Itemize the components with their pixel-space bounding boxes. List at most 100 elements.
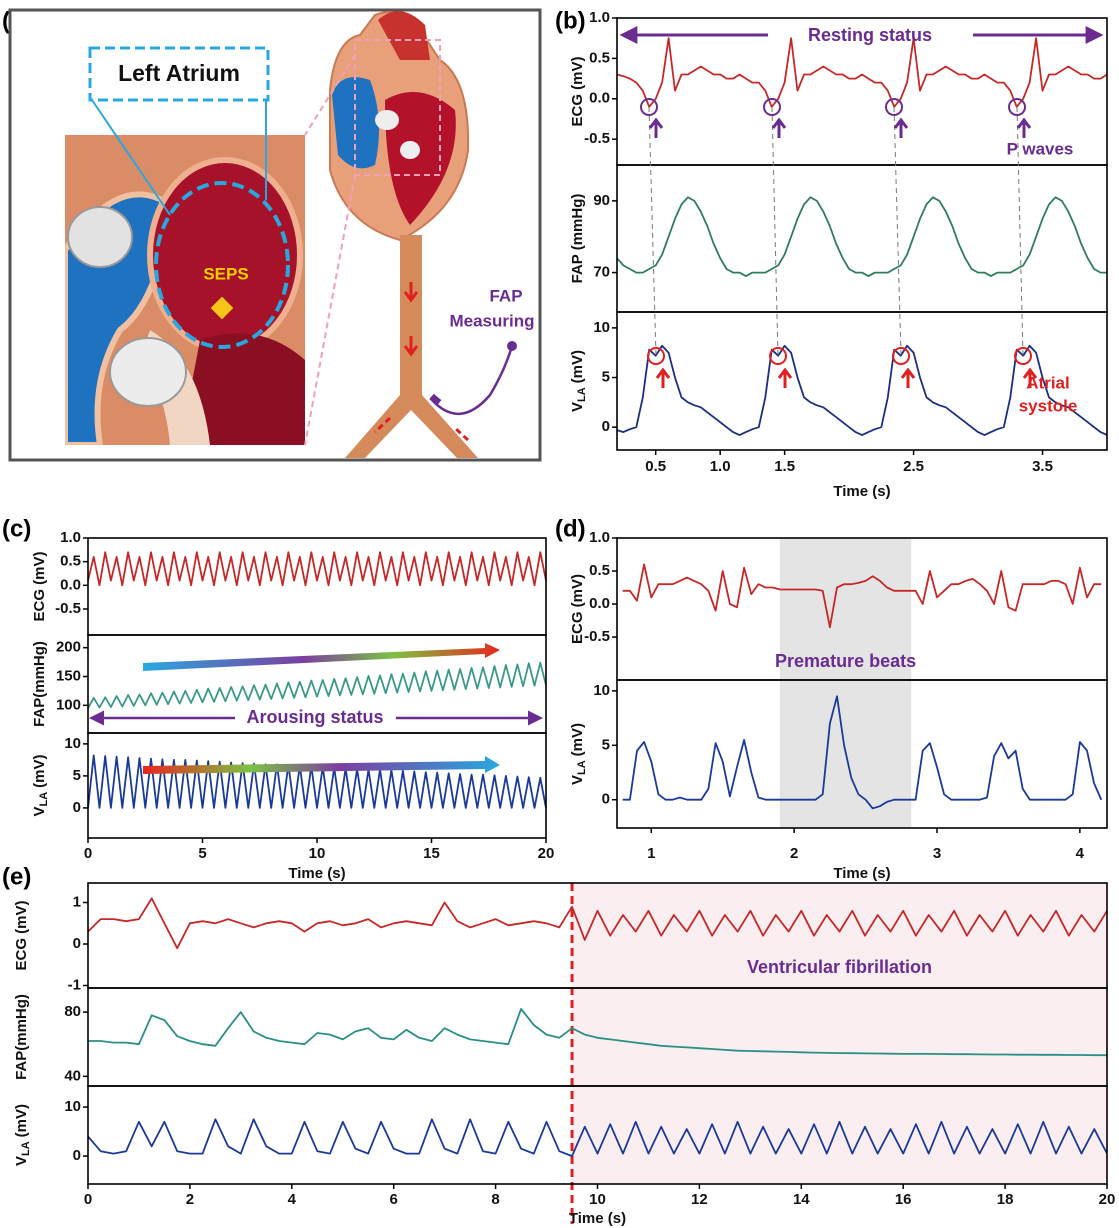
- x-tick-label: 1.5: [774, 458, 795, 475]
- trace: [88, 1008, 1107, 1057]
- x-tick-label: 6: [390, 1191, 398, 1208]
- plot-frame: [87, 732, 547, 839]
- plot-frame: [616, 679, 1108, 829]
- y-tick-label: 1.0: [589, 529, 610, 546]
- y-axis-label-text: FAP(mmHg): [13, 994, 30, 1080]
- left-atrium-label: Left Atrium: [118, 60, 240, 86]
- plot-frame: [87, 537, 547, 636]
- y-tick-label: 5: [73, 767, 81, 784]
- x-tick-label: 18: [997, 1191, 1014, 1208]
- trace: [616, 344, 1108, 436]
- highlight-region: [572, 883, 1107, 1184]
- y-tick-label: -0.5: [55, 600, 81, 617]
- y-axis-label: ECG (mV): [13, 900, 30, 970]
- y-tick-label: 5: [602, 736, 610, 753]
- chart-panel: (b) -0.5 0.0 0.5 1.0 ECG (mV) 70 90 FAP (mmHg) 0 5…: [555, 7, 1108, 500]
- x-axis-label: Time (s): [288, 865, 345, 882]
- zoom-line: [304, 54, 356, 136]
- x-tick-label: 8: [491, 1191, 499, 1208]
- panel-label: (e): [2, 863, 31, 890]
- x-tick-label: 20: [538, 845, 555, 862]
- y-tick-label: 0.5: [60, 553, 81, 570]
- y-tick-label: 0: [602, 791, 610, 808]
- y-axis-label: FAP(mmHg): [31, 641, 48, 727]
- annotations-b: Resting status P waves Atrial systole: [619, 25, 1104, 415]
- x-tick-label: 1: [647, 845, 655, 862]
- y-axis-label-unit: (mV): [569, 350, 586, 383]
- y-tick-label: -0.5: [584, 628, 610, 645]
- y-tick-label: 0.0: [60, 576, 81, 593]
- x-tick-label: 14: [793, 1191, 810, 1208]
- y-axis-label-text: FAP (mmHg): [569, 194, 586, 284]
- y-axis-label: ECG (mV): [31, 551, 48, 621]
- fap-label: Measuring: [449, 311, 534, 330]
- y-axis-label-sub: LA: [38, 792, 50, 807]
- x-tick-label: 0.5: [645, 458, 666, 475]
- y-tick-label: 90: [593, 192, 610, 209]
- y-axis-label-unit: (mV): [569, 723, 586, 756]
- beat-markers: [640, 98, 1038, 388]
- y-tick-label: 40: [64, 1067, 81, 1084]
- y-axis-label-text: ECG (mV): [31, 551, 48, 621]
- x-tick-label: 1.0: [710, 458, 731, 475]
- y-axis-label-text: FAP(mmHg): [31, 641, 48, 727]
- highlight-region: [779, 538, 912, 828]
- y-axis-label-sub: LA: [576, 387, 588, 402]
- y-axis-label-text: ECG (mV): [569, 56, 586, 126]
- callout-box: [88, 46, 270, 102]
- x-axis-label: Time (s): [833, 483, 890, 500]
- gradient-arrow: [143, 756, 500, 774]
- trace: [87, 661, 547, 709]
- x-tick-label: 2: [186, 1191, 194, 1208]
- y-tick-label: 1.0: [60, 529, 81, 546]
- y-tick-label: 0: [73, 799, 81, 816]
- y-tick-label: 1: [73, 893, 81, 910]
- x-tick-label: 10: [589, 1191, 606, 1208]
- x-tick-label: 4: [1076, 845, 1085, 862]
- y-axis-label: FAP (mmHg): [569, 194, 586, 284]
- x-tick-label: 0: [84, 845, 92, 862]
- annotation: Arousing status: [246, 707, 383, 727]
- plot-frame: [616, 164, 1108, 313]
- annotation: systole: [1019, 396, 1078, 415]
- annotation: Premature beats: [775, 651, 916, 671]
- y-tick-label: -1: [68, 976, 81, 993]
- trace: [87, 754, 547, 809]
- panel-label: (b): [555, 7, 586, 34]
- y-tick-label: 0.0: [589, 595, 610, 612]
- x-axis-label: Time (s): [833, 865, 890, 882]
- x-tick-label: 12: [691, 1191, 708, 1208]
- y-tick-label: 10: [593, 319, 610, 336]
- panel-label: (d): [555, 515, 586, 542]
- seps-label: SEPS: [203, 264, 248, 283]
- y-tick-label: 0.5: [589, 49, 610, 66]
- y-tick-label: 80: [64, 1003, 81, 1020]
- y-axis-label-sub: LA: [576, 760, 588, 775]
- y-axis-label: VLA (mV): [31, 754, 50, 816]
- trace: [616, 196, 1107, 277]
- y-tick-label: 0.5: [589, 562, 610, 579]
- y-axis-label-text: ECG (mV): [13, 900, 30, 970]
- y-tick-label: 10: [64, 735, 81, 752]
- aorta-illustration: [345, 235, 517, 458]
- panel-a: (a) SEPS Left Atrium: [2, 7, 542, 462]
- trace: [87, 1118, 1108, 1157]
- x-tick-label: 16: [895, 1191, 912, 1208]
- y-axis-label: VLA (mV): [569, 723, 588, 785]
- panel-label: (c): [2, 515, 31, 542]
- x-axis-label: Time (s): [569, 1210, 626, 1227]
- y-axis-label: FAP(mmHg): [13, 994, 30, 1080]
- y-axis-label-text: V: [569, 402, 586, 412]
- y-tick-label: -0.5: [584, 130, 610, 147]
- y-axis-label: ECG (mV): [569, 56, 586, 126]
- x-tick-label: 20: [1099, 1191, 1116, 1208]
- y-axis-label-text: ECG (mV): [569, 574, 586, 644]
- x-tick-label: 4: [288, 1191, 297, 1208]
- chart-panel: (d) -0.5 0.0 0.5 1.0 ECG (mV) 0 5 10 VLA (mV) 1 2 3 4 T…: [555, 515, 1108, 882]
- y-tick-label: 100: [56, 696, 81, 713]
- y-tick-label: 0.0: [589, 90, 610, 107]
- y-tick-label: 5: [602, 368, 610, 385]
- trace: [622, 695, 1103, 810]
